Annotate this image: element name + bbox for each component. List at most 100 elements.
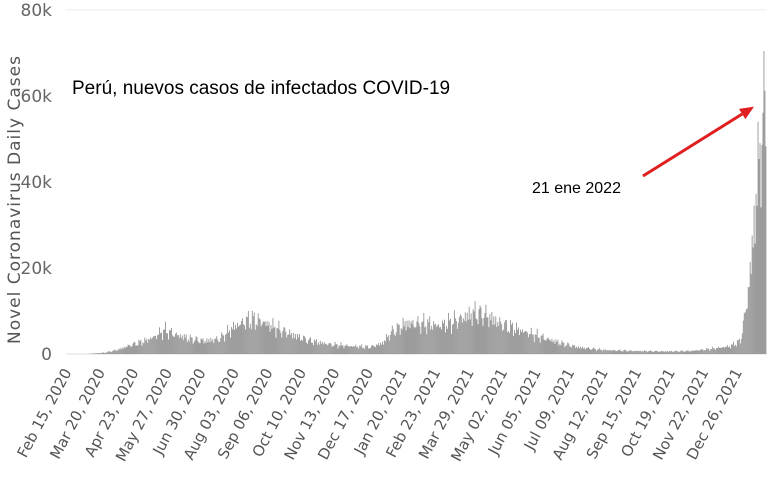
daily-case-bar bbox=[615, 350, 617, 354]
daily-case-bar bbox=[569, 345, 571, 354]
daily-case-bar bbox=[528, 334, 530, 354]
daily-case-bar bbox=[687, 350, 689, 354]
daily-case-bar bbox=[104, 352, 106, 354]
daily-case-bar bbox=[632, 351, 634, 354]
daily-case-bar bbox=[718, 346, 720, 354]
daily-case-bar bbox=[144, 337, 146, 354]
daily-case-bar bbox=[506, 320, 508, 354]
daily-case-bar bbox=[758, 159, 760, 354]
daily-case-bar bbox=[520, 329, 521, 354]
daily-case-bar bbox=[402, 317, 404, 354]
daily-case-bar bbox=[311, 342, 313, 354]
daily-case-bar bbox=[488, 327, 490, 354]
daily-case-bar bbox=[721, 347, 722, 354]
daily-case-bar bbox=[324, 343, 326, 354]
daily-case-bar bbox=[386, 337, 388, 354]
daily-case-bar bbox=[559, 343, 561, 354]
daily-case-bar bbox=[555, 339, 557, 354]
daily-case-bar bbox=[302, 340, 303, 354]
daily-case-bar bbox=[726, 346, 727, 354]
daily-case-bar bbox=[450, 318, 451, 354]
daily-case-bar bbox=[546, 338, 548, 354]
daily-case-bar bbox=[220, 338, 222, 354]
daily-case-bar bbox=[628, 351, 630, 354]
daily-case-bar bbox=[701, 349, 703, 354]
daily-case-bar bbox=[301, 339, 302, 354]
daily-case-bar bbox=[251, 310, 253, 354]
daily-case-bar bbox=[713, 348, 715, 354]
daily-case-bar bbox=[332, 345, 334, 354]
daily-case-bar bbox=[400, 328, 402, 354]
daily-case-bar bbox=[305, 338, 306, 354]
daily-case-bar bbox=[210, 337, 212, 354]
daily-case-bar bbox=[413, 326, 415, 354]
daily-case-bar bbox=[267, 325, 269, 354]
daily-case-bar bbox=[418, 323, 420, 354]
daily-case-bar bbox=[128, 345, 130, 354]
daily-case-bar bbox=[397, 324, 399, 354]
daily-case-bar bbox=[612, 350, 614, 354]
daily-case-bar bbox=[660, 351, 661, 354]
daily-case-bar bbox=[119, 347, 121, 354]
daily-case-bar bbox=[257, 313, 259, 354]
daily-case-bar bbox=[422, 321, 424, 354]
daily-case-bar bbox=[762, 112, 764, 354]
daily-case-bar bbox=[542, 333, 544, 354]
daily-case-bar bbox=[326, 345, 328, 354]
daily-case-bar bbox=[318, 344, 320, 354]
daily-case-bar bbox=[733, 346, 735, 354]
daily-case-bar bbox=[243, 325, 245, 354]
daily-case-bar bbox=[308, 340, 309, 354]
daily-case-bar bbox=[211, 341, 213, 354]
daily-case-bar bbox=[136, 345, 138, 354]
daily-case-bar bbox=[101, 352, 103, 354]
daily-case-bar bbox=[479, 305, 481, 354]
daily-case-bar bbox=[678, 351, 680, 354]
daily-case-bar bbox=[671, 351, 673, 354]
daily-case-bar bbox=[753, 205, 755, 354]
daily-case-bar bbox=[522, 332, 524, 354]
daily-case-bar bbox=[497, 321, 499, 354]
daily-case-bar bbox=[613, 349, 615, 354]
daily-case-bar bbox=[692, 351, 694, 354]
daily-case-bar bbox=[590, 349, 591, 354]
daily-case-bar bbox=[235, 324, 236, 354]
daily-case-bar bbox=[725, 346, 726, 354]
daily-case-bar bbox=[127, 344, 129, 354]
daily-case-bar bbox=[178, 337, 180, 354]
daily-case-bar bbox=[568, 343, 570, 354]
daily-case-bar bbox=[626, 351, 628, 354]
daily-case-bar bbox=[458, 316, 460, 354]
daily-case-bar bbox=[505, 319, 507, 354]
daily-case-bar bbox=[749, 262, 751, 354]
daily-case-bar bbox=[583, 348, 584, 354]
daily-case-bar bbox=[577, 348, 579, 354]
daily-case-bar bbox=[312, 345, 314, 354]
daily-case-bar bbox=[181, 335, 183, 354]
daily-case-bar bbox=[147, 342, 149, 354]
daily-case-bar bbox=[124, 348, 126, 354]
daily-case-bar bbox=[199, 343, 201, 354]
daily-case-bar bbox=[190, 337, 192, 354]
daily-case-bar bbox=[475, 318, 477, 354]
daily-case-bar bbox=[94, 353, 95, 354]
daily-case-bar bbox=[171, 327, 172, 354]
daily-case-bar bbox=[103, 352, 105, 354]
daily-case-bar bbox=[151, 338, 153, 354]
daily-case-bar bbox=[198, 342, 200, 354]
daily-case-bar bbox=[748, 287, 750, 354]
daily-case-bar bbox=[172, 336, 174, 354]
daily-case-bar bbox=[411, 323, 413, 354]
daily-case-bar bbox=[123, 346, 125, 354]
daily-case-bar bbox=[433, 321, 435, 354]
daily-case-bar bbox=[263, 321, 265, 354]
daily-case-bar bbox=[735, 346, 737, 354]
daily-case-bar bbox=[197, 341, 199, 354]
daily-case-bar bbox=[500, 321, 502, 354]
daily-case-bar bbox=[697, 350, 699, 354]
daily-case-bar bbox=[557, 339, 559, 354]
daily-case-bar bbox=[595, 350, 597, 354]
daily-case-bar bbox=[525, 331, 527, 354]
daily-case-bar bbox=[576, 346, 578, 354]
daily-case-bar bbox=[346, 344, 348, 354]
